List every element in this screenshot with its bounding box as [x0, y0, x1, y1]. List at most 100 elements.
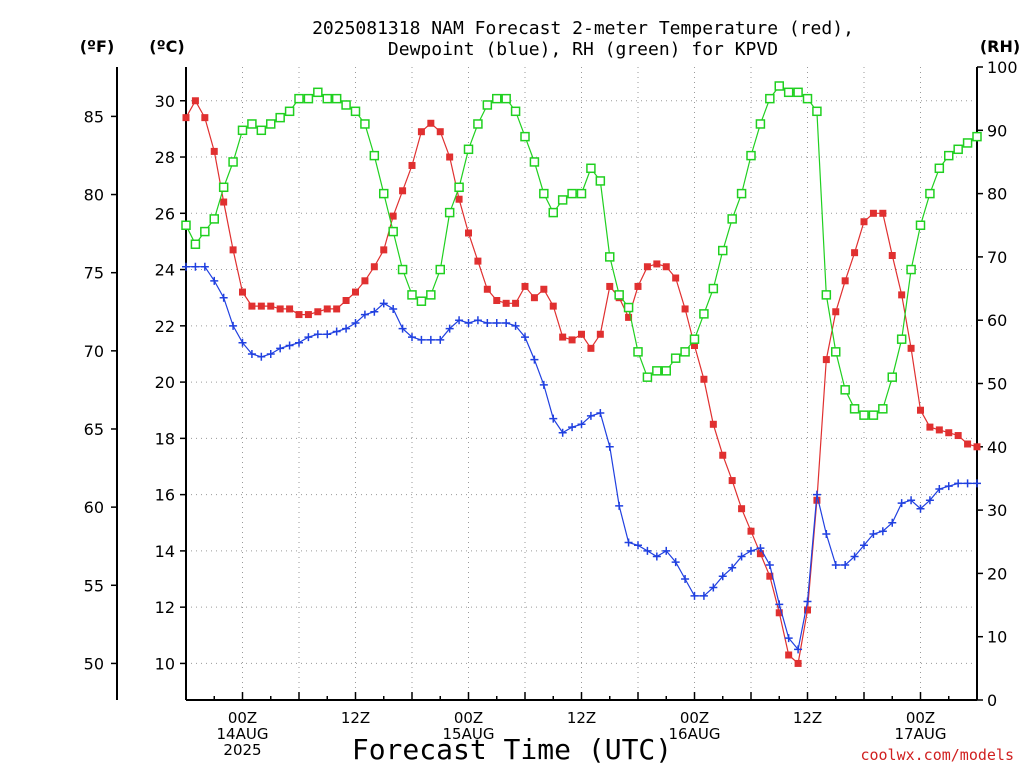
temperature-point — [521, 282, 529, 290]
temperature-point — [201, 114, 209, 122]
dewpoint-point — [869, 530, 878, 539]
rh-point — [181, 220, 191, 230]
fahrenheit-tick-label: 75 — [84, 264, 104, 283]
dewpoint-point — [907, 496, 916, 505]
dewpoint-point — [332, 327, 341, 336]
temperature-point — [926, 423, 934, 431]
rh-point — [944, 150, 954, 161]
x-axis-title: Forecast Time (UTC) — [352, 733, 672, 766]
dewpoint-point — [408, 333, 416, 342]
temperature-point — [333, 305, 341, 313]
dewpoint-point — [445, 324, 454, 333]
temperature-point — [728, 477, 736, 485]
temperature-point — [530, 294, 538, 302]
rh-point — [859, 410, 869, 420]
temperature-point — [399, 187, 407, 195]
rh-point — [426, 290, 436, 300]
temperature-point — [785, 651, 793, 659]
rh-point — [614, 290, 624, 300]
dewpoint-point — [775, 600, 784, 609]
dewpoint-point — [944, 482, 953, 491]
dewpoint-point — [916, 504, 925, 513]
dewpoint-point — [784, 634, 793, 643]
rh-point — [313, 87, 323, 98]
temperature-point — [549, 302, 557, 310]
series-dewpoint — [182, 262, 981, 654]
temperature-point — [672, 274, 680, 282]
dewpoint-point — [492, 319, 501, 328]
dewpoint-point — [605, 442, 614, 451]
temperature-point — [917, 406, 924, 414]
temperature-point — [455, 195, 463, 203]
rh-point — [539, 188, 549, 199]
rh-point — [454, 182, 464, 193]
rh-point — [228, 157, 238, 167]
x-tick-label: 00Z — [454, 709, 483, 727]
dewpoint-point — [925, 496, 934, 505]
rh-point — [548, 207, 558, 218]
rh-tick-label: 20 — [987, 564, 1007, 583]
dewpoint-point — [313, 330, 322, 339]
fahrenheit-axis-label: (ºF) — [80, 37, 115, 56]
x-tick-label: 15AUG — [443, 725, 495, 743]
rh-point — [887, 372, 897, 382]
title-line-2: Dewpoint (blue), RH (green) for KPVD — [388, 39, 778, 60]
rh-point — [746, 150, 756, 161]
rh-point — [586, 163, 596, 174]
rh-point — [407, 290, 417, 300]
temperature-point — [540, 285, 548, 293]
rh-point — [388, 226, 398, 237]
dewpoint-point — [860, 541, 868, 550]
dewpoint-point — [690, 591, 699, 600]
temperature-point — [446, 153, 454, 161]
axes: 50 55 60 65 70 75 80 85 10 12 14 16 18 20 22 24 26 28 30 0 1… — [84, 58, 1018, 710]
rh-point — [623, 302, 634, 313]
temperature-point — [719, 451, 727, 459]
rh-tick-label: 40 — [987, 438, 1007, 457]
temperature-point — [691, 342, 698, 350]
temperature-point — [295, 311, 303, 319]
rh-point — [915, 220, 926, 230]
dewpoint-point — [812, 490, 821, 499]
series-temperature — [182, 97, 981, 667]
rh-point — [783, 87, 794, 98]
dewpoint-point — [417, 335, 426, 344]
dewpoint-point — [219, 293, 228, 302]
dewpoint-point — [963, 479, 972, 488]
temperature-point — [220, 198, 228, 206]
rh-point — [906, 264, 916, 275]
dewpoint-point — [756, 544, 765, 553]
dewpoint-point — [276, 344, 285, 353]
temperature-point — [239, 288, 246, 296]
x-tick-label: 12Z — [341, 709, 370, 727]
rh-point — [341, 100, 351, 110]
temperature-point — [380, 246, 388, 254]
dewpoint-point — [954, 479, 963, 488]
temperature-point — [257, 302, 265, 310]
rh-point — [567, 188, 577, 199]
rh-point — [925, 188, 935, 199]
x-tick-label: 00Z — [680, 709, 709, 727]
dewpoint-point — [323, 330, 332, 339]
dewpoint-point — [238, 338, 247, 347]
celsius-axis-label: (ºC) — [149, 37, 184, 56]
rh-point — [793, 87, 803, 98]
rh-point — [416, 296, 427, 306]
dewpoint-point — [502, 319, 511, 328]
rh-point — [605, 252, 615, 262]
temperature-point — [314, 308, 322, 316]
rh-point — [218, 182, 229, 193]
rh-tick-label: 0 — [987, 691, 997, 710]
dewpoint-point — [728, 563, 737, 572]
fahrenheit-tick-label: 60 — [84, 498, 104, 517]
temperature-point — [625, 313, 633, 321]
dewpoint-point — [351, 319, 360, 328]
temperature-point — [907, 344, 915, 352]
dewpoint-point — [389, 304, 398, 313]
rh-point — [190, 239, 201, 249]
dewpoint-point — [549, 414, 558, 423]
temperature-point — [389, 212, 397, 220]
dewpoint-point — [530, 355, 539, 364]
rh-point — [247, 119, 257, 129]
